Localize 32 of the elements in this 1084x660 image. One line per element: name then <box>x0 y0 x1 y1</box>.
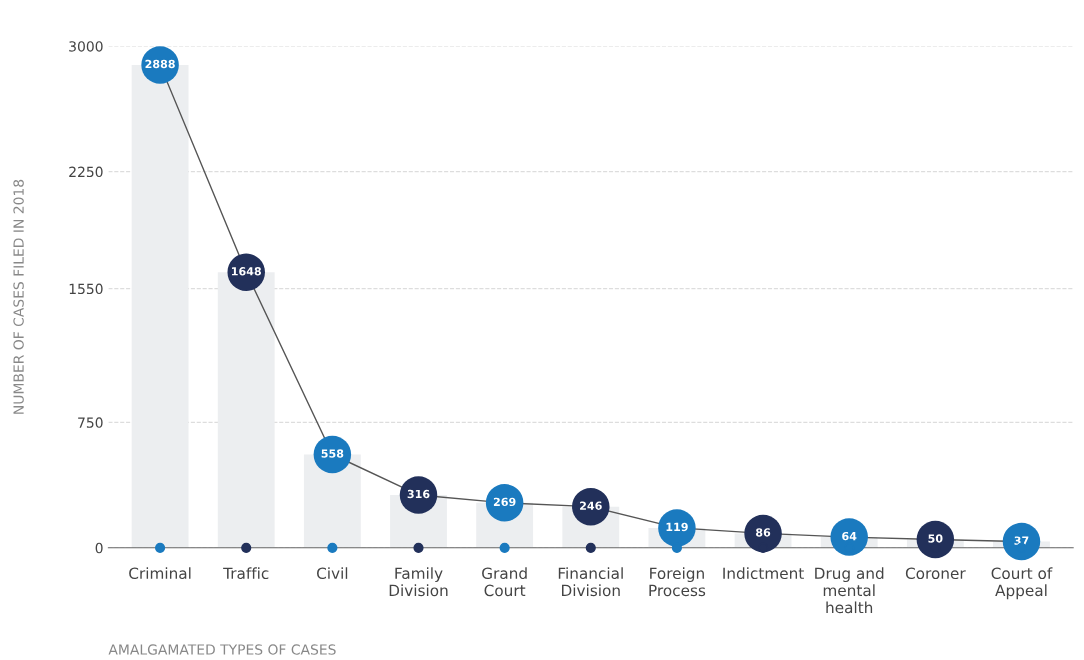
y-axis-title: NUMBER OF CASES FILED IN 2018 <box>13 179 24 414</box>
x-tick-label: Coroner <box>905 567 966 580</box>
x-tick-label: Traffic <box>223 567 269 580</box>
y-tick-label: 0 <box>95 542 103 554</box>
x-tick-label: Indictment <box>723 567 804 580</box>
data-label: 64 <box>842 531 857 541</box>
y-tick-label: 3000 <box>69 41 103 52</box>
data-label: 50 <box>928 534 943 543</box>
x-tick-label: Drug and mental health <box>815 567 884 614</box>
point <box>744 514 782 553</box>
y-tick-label: 2250 <box>69 166 103 178</box>
data-label: 269 <box>493 497 516 507</box>
x-tick-label: Criminal <box>129 567 191 580</box>
data-label: 119 <box>666 522 688 532</box>
x-tick-label: Family Division <box>389 567 448 597</box>
data-label: 316 <box>407 489 430 499</box>
data-label: 558 <box>321 449 344 458</box>
x-tick-label: Court of Appeal <box>991 567 1053 600</box>
x-tick-label: Foreign Process <box>649 567 706 597</box>
x-axis-title: AMALGAMATED TYPES OF CASES <box>108 644 336 655</box>
point <box>830 518 868 556</box>
data-label: 1648 <box>232 267 261 276</box>
x-tick-label: Civil <box>317 567 348 580</box>
data-label: 86 <box>756 528 771 537</box>
data-label: 2888 <box>145 59 175 69</box>
point <box>1002 522 1041 561</box>
data-label: 246 <box>580 501 602 510</box>
x-tick-label: Financial Division <box>558 567 623 597</box>
y-tick-label: 750 <box>78 417 103 428</box>
x-tick-label: Grand Court <box>482 567 527 597</box>
y-tick-label: 1550 <box>69 283 103 295</box>
point <box>916 520 955 559</box>
